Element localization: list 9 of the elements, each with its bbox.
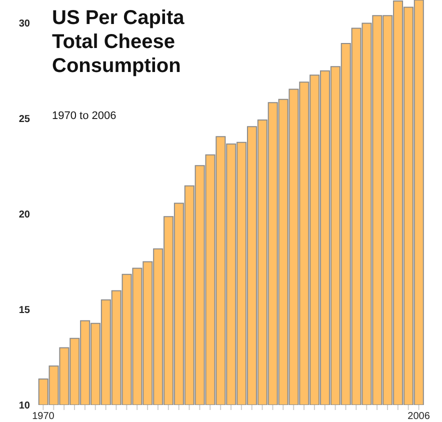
y-tick-label: 15 bbox=[18, 305, 30, 316]
y-tick-label: 25 bbox=[18, 114, 30, 125]
x-tick-label: 1970 bbox=[32, 411, 55, 422]
x-tick-label: 2006 bbox=[408, 411, 430, 422]
text: US Per Capita Total Cheese Consumption bbox=[52, 6, 186, 78]
y-tick-label: 20 bbox=[18, 210, 30, 221]
text: 1970 to 2006 bbox=[52, 110, 116, 122]
y-tick-label: 30 bbox=[18, 18, 30, 30]
y-tick-label: 10 bbox=[18, 400, 30, 412]
